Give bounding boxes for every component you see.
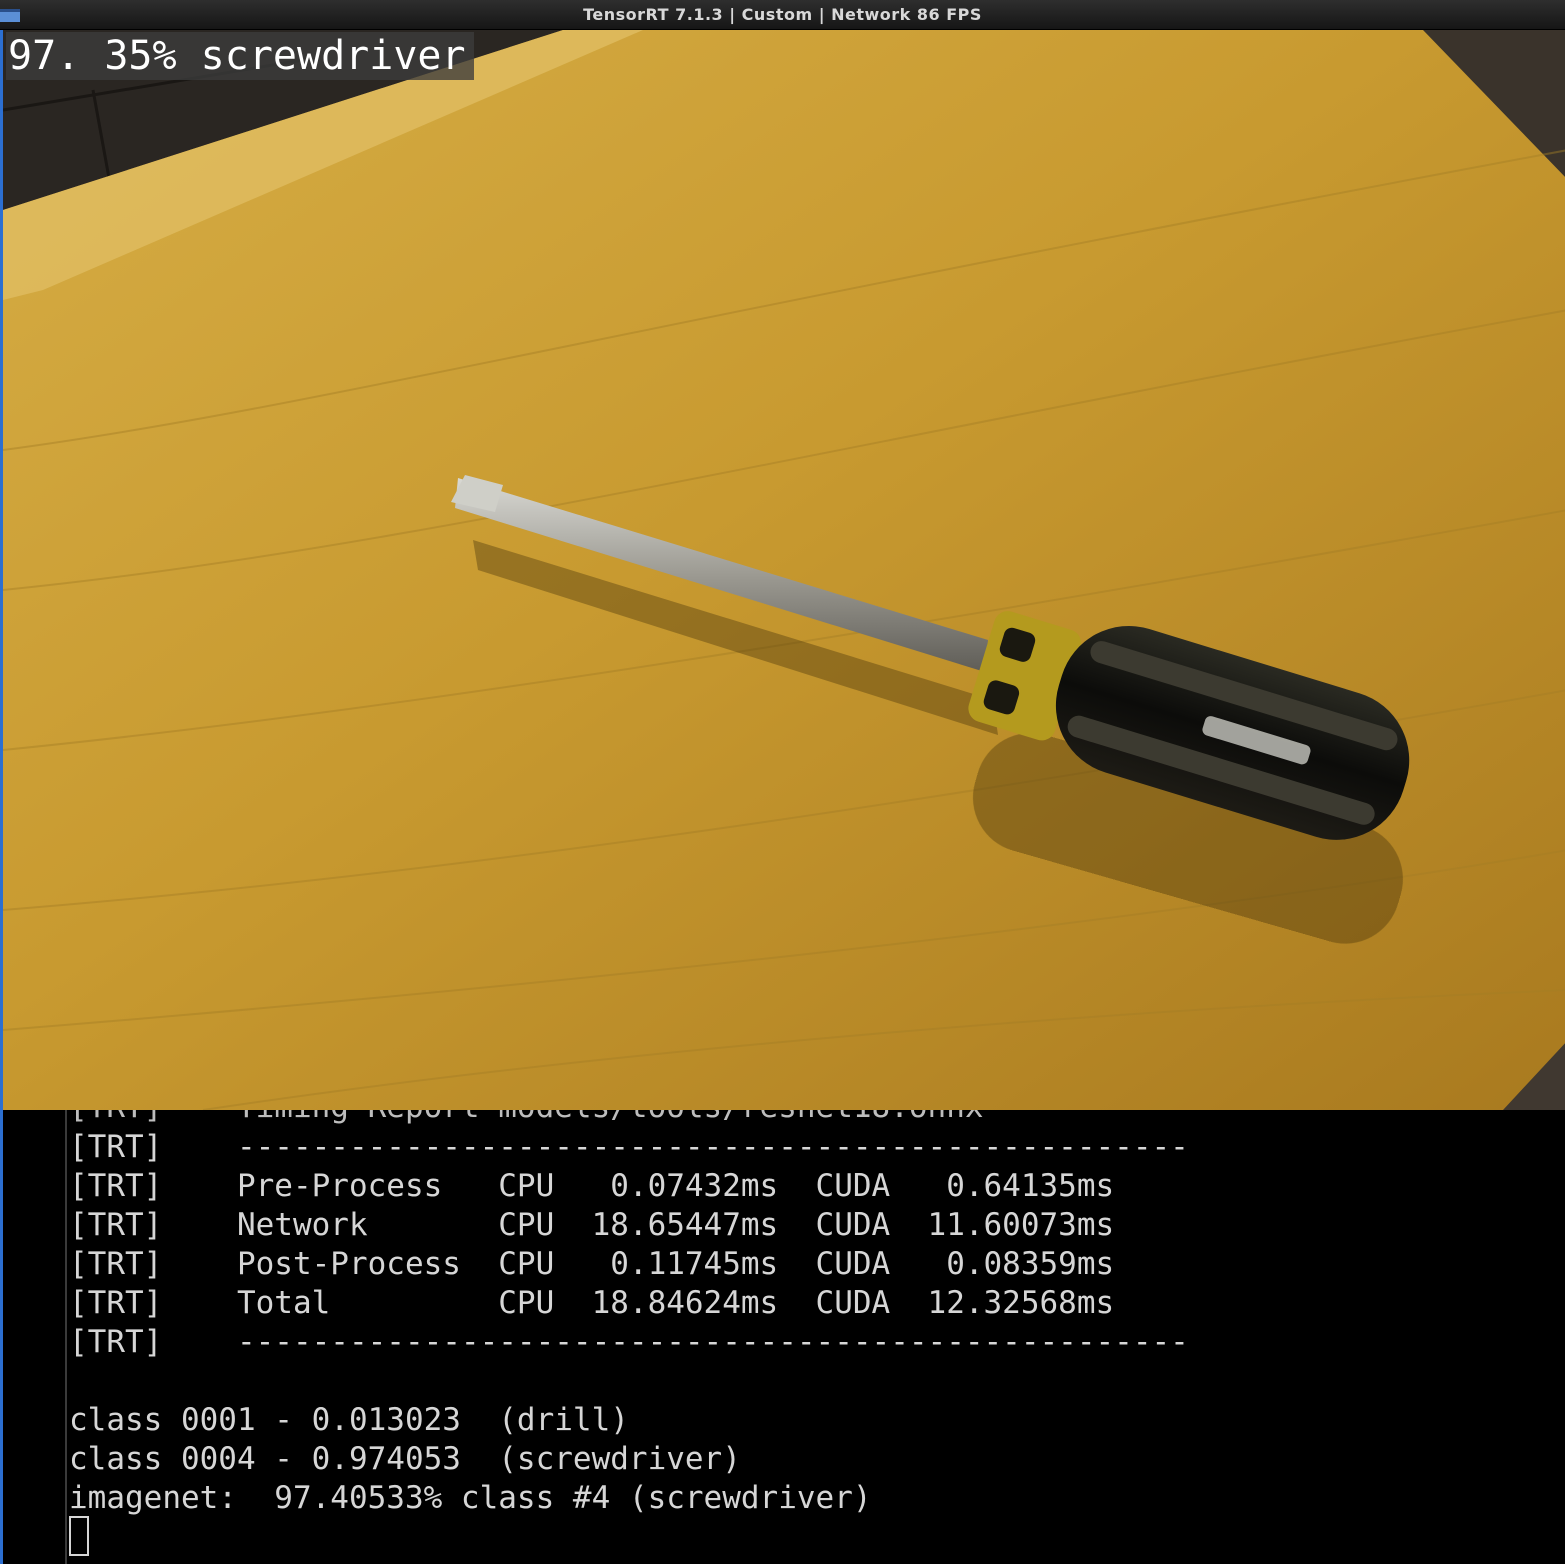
terminal-line-class-screwdriver: class 0004 - 0.974053 (screwdriver) [69, 1440, 741, 1479]
terminal-line-postprocess: [TRT] Post-Process CPU 0.11745ms CUDA 0.… [69, 1245, 1114, 1284]
terminal-line-divider-top: [TRT] ----------------------------------… [69, 1128, 1189, 1167]
window-title: TensorRT 7.1.3 | Custom | Network 86 FPS [0, 5, 1565, 24]
camera-viewport: 97. 35% screwdriver [0, 30, 1565, 1110]
terminal-line-total: [TRT] Total CPU 18.84624ms CUDA 12.32568… [69, 1284, 1114, 1323]
window-titlebar[interactable]: TensorRT 7.1.3 | Custom | Network 86 FPS [0, 0, 1565, 30]
camera-frame-image [3, 30, 1565, 1110]
terminal-line-class-drill: class 0001 - 0.013023 (drill) [69, 1401, 629, 1440]
terminal-left-margin [65, 1110, 67, 1564]
terminal-line-timing-report: [TRT] Timing Report models/tools/resnet1… [69, 1110, 984, 1127]
terminal-output[interactable]: [TRT] Timing Report models/tools/resnet1… [0, 1110, 1565, 1564]
terminal-line-divider-bottom: [TRT] ----------------------------------… [69, 1323, 1189, 1362]
classification-overlay-label: 97. 35% screwdriver [6, 32, 474, 80]
terminal-line-preprocess: [TRT] Pre-Process CPU 0.07432ms CUDA 0.6… [69, 1167, 1114, 1206]
terminal-line-network: [TRT] Network CPU 18.65447ms CUDA 11.600… [69, 1206, 1114, 1245]
terminal-cursor[interactable] [69, 1516, 89, 1556]
terminal-line-imagenet-result: imagenet: 97.40533% class #4 (screwdrive… [69, 1479, 872, 1518]
